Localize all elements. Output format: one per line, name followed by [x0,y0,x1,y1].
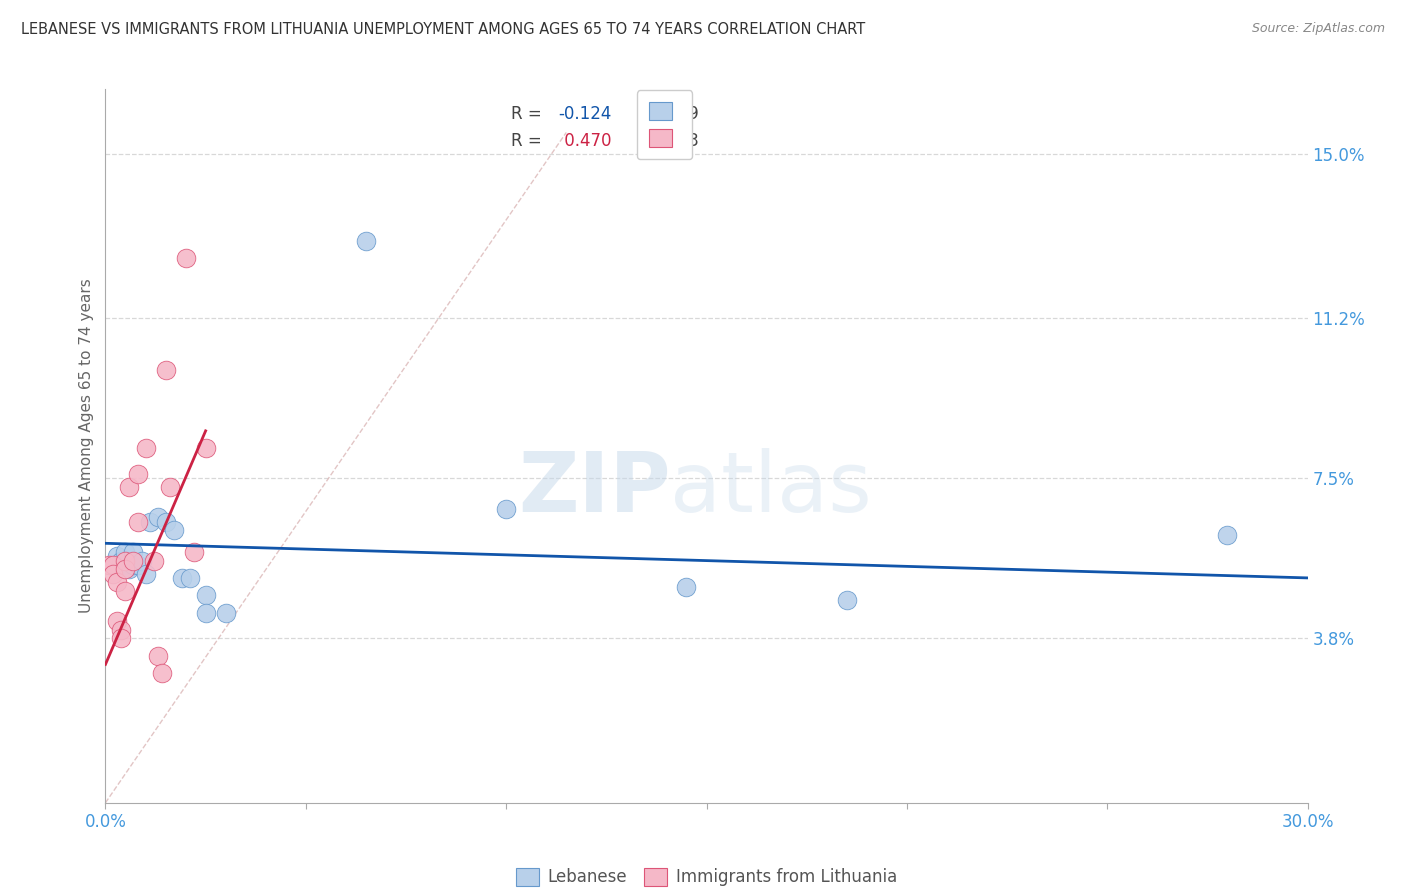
Point [103,566,125,581]
Point [179,571,201,585]
Point [98,558,121,572]
Point [174,251,197,265]
Text: R =: R = [510,105,547,123]
Point [127,515,149,529]
Point [118,480,141,494]
Point [142,553,165,567]
Point [155,515,177,529]
Point [194,588,217,602]
Point [194,606,217,620]
Text: 0.470: 0.470 [558,132,612,150]
Point [110,623,132,637]
Point [194,441,217,455]
Point [107,575,129,590]
Point [114,583,136,598]
Text: R =: R = [510,132,547,150]
Point [114,558,136,572]
Point [122,545,145,559]
Point [183,545,205,559]
Point [835,592,858,607]
Point [150,666,173,681]
Point [159,480,181,494]
Point [114,545,136,559]
Point [103,558,125,572]
Text: -0.124: -0.124 [558,105,612,123]
Point [122,558,145,572]
Text: N = 19: N = 19 [624,105,699,123]
Point [107,549,129,564]
Point [675,580,697,594]
Text: N = 23: N = 23 [624,132,699,150]
Point [110,553,132,567]
Text: atlas: atlas [671,449,872,529]
Point [155,363,177,377]
Point [354,234,377,248]
Point [131,553,153,567]
Point [162,524,184,538]
Point [118,562,141,576]
Point [495,501,517,516]
Point [107,614,129,628]
Point [1216,527,1239,541]
Point [138,515,160,529]
Text: LEBANESE VS IMMIGRANTS FROM LITHUANIA UNEMPLOYMENT AMONG AGES 65 TO 74 YEARS COR: LEBANESE VS IMMIGRANTS FROM LITHUANIA UN… [21,22,865,37]
Point [146,648,169,663]
Y-axis label: Unemployment Among Ages 65 to 74 years: Unemployment Among Ages 65 to 74 years [79,278,94,614]
Point [214,606,236,620]
Point [114,553,136,567]
Text: Source: ZipAtlas.com: Source: ZipAtlas.com [1251,22,1385,36]
Point [146,510,169,524]
Point [135,441,157,455]
Text: ZIP: ZIP [517,449,671,529]
Point [135,566,157,581]
Point [114,562,136,576]
Point [127,558,149,572]
Legend: Lebanese, Immigrants from Lithuania: Lebanese, Immigrants from Lithuania [509,861,904,892]
Point [122,553,145,567]
Point [110,632,132,646]
Point [127,467,149,482]
Point [170,571,193,585]
